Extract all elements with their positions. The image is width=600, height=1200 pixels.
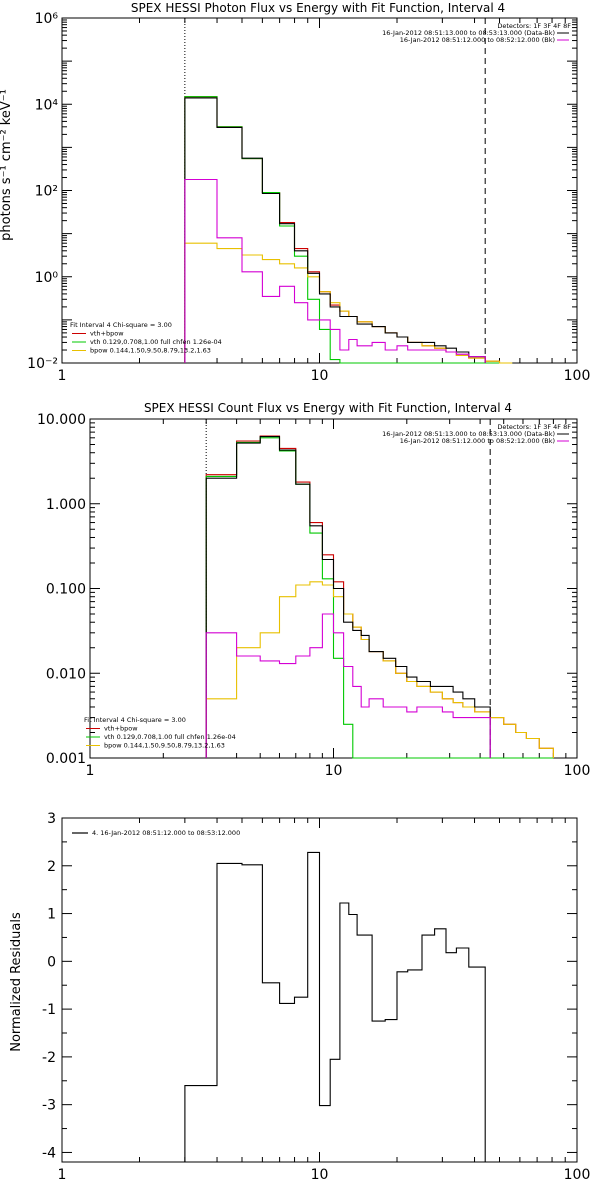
y-tick-label: 1 — [47, 907, 56, 923]
y-tick-label: 2 — [47, 859, 56, 875]
x-tick-label: 1 — [86, 763, 95, 779]
x-tick-label: 1 — [58, 1167, 67, 1183]
legend-right-label: 16-Jan-2012 08:51:12.000 to 08:52:12.000… — [400, 437, 555, 445]
legend-right-label: 16-Jan-2012 08:51:12.000 to 08:52:12.000… — [400, 36, 555, 44]
count-flux-panel: SPEX HESSI Count Flux vs Energy with Fit… — [37, 401, 590, 779]
legend-left-label: Fit Interval 4 Chi-square = 3.00 — [70, 321, 172, 329]
legend-left-label: vth 0.129,0.708,1.00 full chfen 1.26e-04 — [104, 733, 236, 741]
photon-flux-axes: 1 10 100 10⁻² 10⁰ 10² 10⁴ 10⁶ — [27, 11, 590, 384]
x-tick-label: 10 — [311, 368, 329, 384]
y-tick-label: 0.100 — [46, 582, 86, 598]
series-4-16-jan-2012-08-51-12-000-to-08-53-12-000 — [184, 851, 486, 1162]
x-tick-label: 1 — [58, 368, 67, 384]
legend-right-label: 16-Jan-2012 08:51:13.000 to 08:53:13.000… — [382, 29, 555, 37]
y-tick-label: -1 — [42, 1002, 56, 1018]
residuals-axes: 1 10 100 -4 -3 -2 -1 0 1 2 3 — [42, 811, 590, 1183]
legend-left-label: vth 0.129,0.708,1.00 full chfen 1.26e-04 — [90, 338, 222, 346]
legend-right-label: 16-Jan-2012 08:51:13.000 to 08:53:13.000… — [382, 430, 555, 438]
x-tick-label: 100 — [564, 368, 591, 384]
residuals-panel: Normalized Residuals 1 10 100-4-3-2-10123 … — [9, 811, 590, 1183]
y-tick-label: 0.001 — [46, 751, 86, 767]
y-tick-label: -4 — [42, 1145, 56, 1161]
count-flux-title: SPEX HESSI Count Flux vs Energy with Fit… — [144, 401, 512, 415]
x-tick-label: 100 — [564, 763, 591, 779]
x-tick-label: 10 — [311, 1167, 329, 1183]
series-bk — [205, 613, 491, 758]
legend-left-label: bpow 0.144,1.50,9.50,8.79,13.2,1.63 — [90, 347, 211, 355]
count-flux-axes: 1 10 100 0.001 0.010 0.100 1.000 10.000 — [37, 412, 590, 779]
photon-flux-series-group — [184, 96, 513, 364]
x-tick-label: 100 — [564, 1167, 591, 1183]
count-flux-series-group — [205, 435, 554, 759]
residuals-legend: 4. 16-Jan-2012 08:51:12.000 to 08:53:12.… — [72, 829, 240, 837]
x-tick-label: 10 — [325, 763, 343, 779]
legend-left-label: vth+bpow — [104, 725, 138, 733]
y-tick-label: 10² — [35, 184, 58, 200]
y-tick-label: 0.010 — [46, 666, 86, 682]
series-bpow — [205, 581, 554, 758]
series-data-bk — [184, 97, 486, 363]
residuals-ylabel: Normalized Residuals — [9, 912, 24, 1052]
y-tick-label: -2 — [42, 1050, 56, 1066]
legend-left-label: 4. 16-Jan-2012 08:51:12.000 to 08:53:12.… — [92, 829, 240, 837]
y-tick-label: 10.000 — [37, 412, 86, 428]
y-tick-label: 3 — [47, 811, 56, 827]
y-tick-label: 10⁻² — [27, 356, 58, 372]
photon-flux-panel: SPEX HESSI Photon Flux vs Energy with Fi… — [0, 1, 590, 384]
legend-left-label: vth+bpow — [90, 330, 124, 338]
detectors-label: Detectors: 1F 3F 4F 8F — [497, 423, 571, 431]
legend-left-label: bpow 0.144,1.50,9.50,8.79,13.2,1.63 — [104, 742, 225, 750]
y-tick-label: 10⁴ — [35, 97, 59, 113]
photon-flux-ylabel: photons s⁻¹ cm⁻² keV⁻¹ — [0, 89, 14, 241]
residuals-series-group — [184, 851, 486, 1162]
y-tick-label: 10⁶ — [35, 11, 59, 27]
y-tick-label: -3 — [42, 1098, 56, 1114]
photon-flux-title: SPEX HESSI Photon Flux vs Energy with Fi… — [131, 1, 505, 15]
y-tick-label: 1.000 — [46, 497, 86, 513]
y-tick-label: 0 — [47, 954, 56, 970]
legend-left-label: Fit Interval 4 Chi-square = 3.00 — [84, 716, 186, 724]
detectors-label: Detectors: 1F 3F 4F 8F — [497, 22, 571, 30]
y-tick-label: 10⁰ — [35, 270, 59, 286]
series-data-bk — [205, 436, 491, 758]
series-bk — [184, 178, 486, 363]
